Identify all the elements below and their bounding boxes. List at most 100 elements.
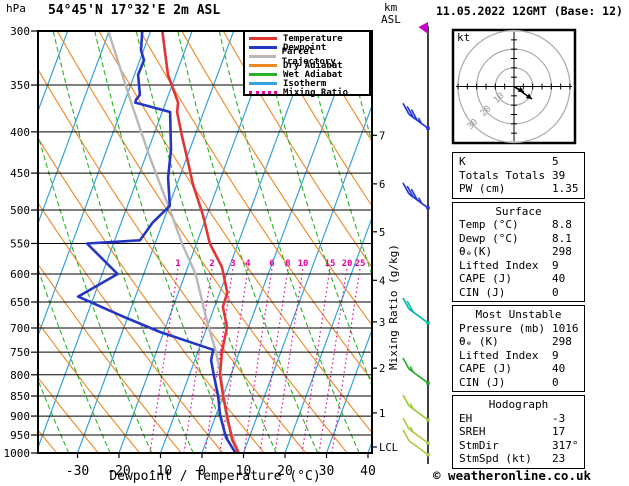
panel-row: CIN (J) 0 — [453, 376, 584, 390]
row-value: 317° — [552, 438, 579, 452]
legend-label: Dry Adiabat — [283, 60, 343, 71]
pressure-tick-label: 600 — [10, 268, 30, 281]
row-value: 9 — [552, 348, 559, 362]
legend-swatch — [249, 91, 277, 94]
wet-adiabat-line — [94, 32, 235, 452]
altitude-tick-label: 3 — [379, 317, 385, 329]
panel-row: EH -3 — [453, 412, 584, 426]
altitude-tick-label: LCL — [379, 442, 398, 454]
pressure-tick-label: 800 — [10, 369, 30, 382]
dry-adiabat-line — [181, 32, 371, 325]
legend-swatch — [249, 37, 277, 40]
wet-adiabat-line — [177, 32, 318, 452]
panel-row: SREH 17 — [453, 425, 584, 439]
dry-adiabat-line — [39, 264, 182, 452]
row-value: 9 — [552, 258, 559, 272]
row-value: 0 — [552, 285, 559, 299]
wind-barb — [418, 22, 428, 34]
row-label: Dewp (°C) — [459, 231, 519, 245]
panel-row: StmSpd (kt) 23 — [453, 452, 584, 466]
altitude-tick-label: 7 — [379, 130, 385, 142]
mixing-ratio-label: 2 — [209, 259, 214, 269]
row-label: θₑ (K) — [459, 335, 499, 348]
row-label: Lifted Index — [459, 348, 539, 362]
wet-adiabat-line — [39, 136, 152, 452]
dry-adiabat-line — [39, 70, 306, 452]
temp-tick-label: 40 — [360, 464, 376, 479]
row-label: PW (cm) — [459, 182, 506, 195]
wet-adiabat-line — [135, 32, 277, 452]
row-value: 298 — [552, 245, 572, 258]
isotherm-line — [39, 32, 151, 335]
row-value: 1016 — [552, 321, 579, 335]
pressure-tick-label: 300 — [10, 25, 30, 38]
panel-row: Temp (°C) 8.8 — [453, 218, 584, 232]
row-value: -3 — [552, 411, 566, 425]
pressure-tick-label: 900 — [10, 410, 30, 423]
legend-swatch — [249, 55, 276, 58]
panel-row: Totals Totals 39 — [453, 169, 584, 183]
wind-barb — [402, 429, 430, 457]
hodograph-unit-label: kt — [457, 31, 470, 44]
mixing-ratio-line — [219, 267, 249, 452]
pressure-tick-label: 400 — [10, 126, 30, 139]
row-value: 40 — [552, 362, 566, 375]
wind-barb — [402, 297, 430, 325]
isotherm-line — [118, 32, 276, 452]
row-label: CAPE (J) — [459, 272, 512, 285]
temp-tick-label: -10 — [149, 464, 172, 479]
panel-row: PW (cm) 1.35 — [453, 182, 584, 196]
dry-adiabat-line — [39, 322, 140, 452]
pressure-tick-label: 700 — [10, 322, 30, 335]
row-value: 8.1 — [552, 231, 572, 245]
row-label: CAPE (J) — [459, 362, 512, 375]
mixing-ratio-label: 1 — [175, 259, 180, 269]
wind-barb-column — [402, 22, 430, 464]
datetime-title: 11.05.2022 12GMT (Base: 12) — [436, 4, 623, 18]
row-label: Pressure (mb) — [459, 321, 546, 335]
row-value: 8.8 — [552, 218, 572, 231]
row-value: 39 — [552, 168, 566, 182]
mixing-ratio-axis-label: Mixing Ratio (g/kg) — [386, 244, 400, 370]
legend: Temperature Dewpoint Parcel Trajectory Dry … — [243, 30, 371, 98]
stats-panel-hodograph: Hodograph EH -3 SREH 17 StmDir 317° StmSpd (kt)… — [452, 395, 585, 469]
panel-row: StmDir 317° — [453, 439, 584, 453]
mixing-ratio-line — [331, 267, 361, 452]
pressure-tick-label: 500 — [10, 204, 30, 217]
dewpoint-curve — [76, 32, 237, 452]
wet-adiabat-line — [218, 32, 360, 452]
wet-adiabat-line — [52, 32, 194, 452]
temp-tick-label: -30 — [66, 464, 89, 479]
legend-swatch — [249, 64, 277, 67]
wet-adiabat-line — [39, 270, 111, 452]
pressure-tick-label: 1000 — [4, 447, 31, 460]
legend-swatch — [249, 82, 277, 85]
row-label: StmDir — [459, 438, 499, 452]
legend-item: Wet Adiabat — [249, 69, 369, 80]
pressure-tick-label: 650 — [10, 296, 30, 309]
altitude-axis-unit-km: km — [384, 1, 398, 14]
mixing-ratio-label: 3 — [230, 259, 235, 269]
stats-panel-most-unstable: Most Unstable Pressure (mb) 1016 θₑ (K) 298 L… — [452, 305, 585, 392]
panel-title: Surface — [495, 204, 542, 218]
panel-row: CAPE (J) 40 — [453, 362, 584, 376]
row-label: Totals Totals — [459, 168, 546, 182]
panel-row: θₑ(K) 298 — [453, 245, 584, 259]
row-value: 0 — [552, 375, 559, 389]
temp-tick-label: 20 — [277, 464, 293, 479]
legend-label: Wet Adiabat — [283, 69, 343, 80]
row-label: CIN (J) — [459, 375, 506, 389]
altitude-tick-label: 6 — [379, 179, 385, 191]
pressure-tick-label: 750 — [10, 346, 30, 359]
legend-item: Temperature — [249, 34, 369, 44]
panel-row: Dewp (°C) 8.1 — [453, 232, 584, 246]
row-label: Lifted Index — [459, 258, 539, 272]
stats-panel-surface: Surface Temp (°C) 8.8 Dewp (°C) 8.1 θₑ(K) 298 L… — [452, 201, 585, 302]
plot-border — [37, 30, 373, 454]
stats-panel-indices: K 5 Totals Totals 39 PW (cm) 1.35 — [452, 152, 585, 199]
pressure-tick-label: 950 — [10, 429, 30, 442]
copyright: © weatheronline.co.uk — [433, 468, 592, 483]
row-label: θₑ(K) — [459, 245, 493, 258]
